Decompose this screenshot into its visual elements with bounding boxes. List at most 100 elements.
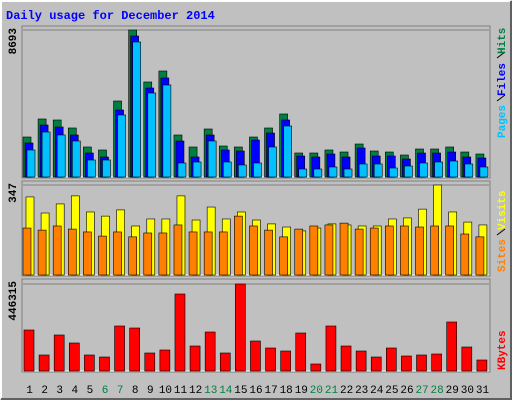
bar bbox=[280, 350, 291, 372]
bar bbox=[339, 222, 349, 276]
bar bbox=[173, 224, 183, 276]
x-tick-label: 5 bbox=[87, 385, 94, 397]
x-tick-label: 9 bbox=[147, 385, 154, 397]
x-tick-label: 8 bbox=[132, 385, 139, 397]
bar bbox=[174, 293, 186, 372]
bar bbox=[479, 166, 489, 178]
bar bbox=[98, 235, 107, 276]
bar bbox=[71, 140, 81, 178]
x-tick-label: 22 bbox=[340, 385, 353, 397]
bar bbox=[419, 162, 428, 178]
bar bbox=[324, 224, 334, 276]
bar bbox=[355, 350, 367, 372]
bar bbox=[400, 225, 409, 276]
bar bbox=[404, 165, 413, 178]
bar bbox=[313, 168, 323, 178]
bar bbox=[250, 340, 261, 372]
bar bbox=[158, 232, 168, 276]
bar bbox=[53, 334, 65, 372]
bar bbox=[415, 226, 424, 276]
bar bbox=[460, 233, 470, 276]
bar bbox=[358, 163, 368, 178]
bar bbox=[38, 354, 50, 372]
x-tick-label: 2 bbox=[41, 385, 48, 397]
bar bbox=[249, 225, 258, 276]
bar bbox=[37, 229, 47, 276]
bar bbox=[386, 347, 397, 372]
x-tick-label: 29 bbox=[446, 385, 459, 397]
bar bbox=[102, 159, 111, 178]
legend-entry: Files bbox=[497, 63, 509, 96]
x-tick-label: 31 bbox=[476, 385, 490, 397]
legend-separator bbox=[496, 94, 506, 102]
bar bbox=[309, 225, 319, 276]
x-tick-label: 14 bbox=[219, 385, 233, 397]
bar bbox=[99, 356, 110, 372]
x-tick-label: 25 bbox=[385, 385, 398, 397]
x-tick-label: 24 bbox=[370, 385, 384, 397]
bar bbox=[328, 166, 338, 178]
x-tick-label: 7 bbox=[117, 385, 124, 397]
bar bbox=[204, 331, 216, 372]
x-tick-label: 15 bbox=[234, 385, 247, 397]
bar bbox=[68, 342, 80, 372]
bar bbox=[203, 231, 213, 276]
bar bbox=[416, 354, 427, 372]
bar bbox=[128, 236, 137, 276]
bar bbox=[192, 161, 202, 178]
legend-entry: Sites bbox=[497, 239, 509, 272]
bar bbox=[389, 167, 398, 178]
bar bbox=[222, 161, 232, 178]
bar bbox=[475, 236, 485, 276]
x-tick-label: 6 bbox=[102, 385, 109, 397]
x-tick-label: 30 bbox=[461, 385, 474, 397]
x-tick-label: 10 bbox=[159, 385, 172, 397]
bar bbox=[147, 92, 157, 178]
bar bbox=[325, 325, 337, 372]
bar bbox=[188, 231, 198, 276]
chart-title: Daily usage for December 2014 bbox=[6, 9, 215, 23]
bar bbox=[132, 41, 141, 178]
x-tick-label: 19 bbox=[295, 385, 308, 397]
bar bbox=[461, 346, 473, 372]
bar bbox=[343, 168, 353, 178]
bar bbox=[22, 227, 32, 276]
x-tick-label: 20 bbox=[310, 385, 323, 397]
bar bbox=[369, 227, 379, 276]
bar bbox=[370, 356, 382, 372]
bar bbox=[129, 327, 140, 372]
bar bbox=[84, 354, 95, 372]
bar bbox=[218, 231, 228, 276]
x-tick-label: 12 bbox=[189, 385, 202, 397]
bar bbox=[189, 345, 201, 372]
bar bbox=[430, 225, 439, 276]
bar bbox=[476, 359, 488, 372]
y-tick-label: 8693 bbox=[8, 28, 20, 55]
bar bbox=[113, 231, 122, 276]
bar bbox=[234, 215, 243, 276]
bar bbox=[265, 347, 276, 372]
bar bbox=[279, 236, 288, 276]
bar bbox=[431, 353, 442, 372]
x-tick-label: 3 bbox=[56, 385, 63, 397]
bar bbox=[310, 363, 322, 372]
bar bbox=[162, 84, 172, 178]
bar bbox=[449, 160, 459, 178]
y-tick-label: 347 bbox=[8, 183, 20, 203]
bar bbox=[295, 332, 307, 372]
x-tick-label: 13 bbox=[204, 385, 217, 397]
bar bbox=[253, 162, 262, 178]
bar bbox=[56, 134, 66, 178]
x-tick-label: 4 bbox=[72, 385, 79, 397]
bar bbox=[144, 352, 156, 372]
bar bbox=[83, 231, 92, 276]
bar bbox=[23, 329, 35, 372]
legend-entry: Hits bbox=[497, 28, 509, 54]
x-tick-label: 21 bbox=[325, 385, 339, 397]
bar bbox=[340, 345, 352, 372]
bar bbox=[264, 229, 273, 276]
legend-entry: KBytes bbox=[497, 330, 509, 370]
